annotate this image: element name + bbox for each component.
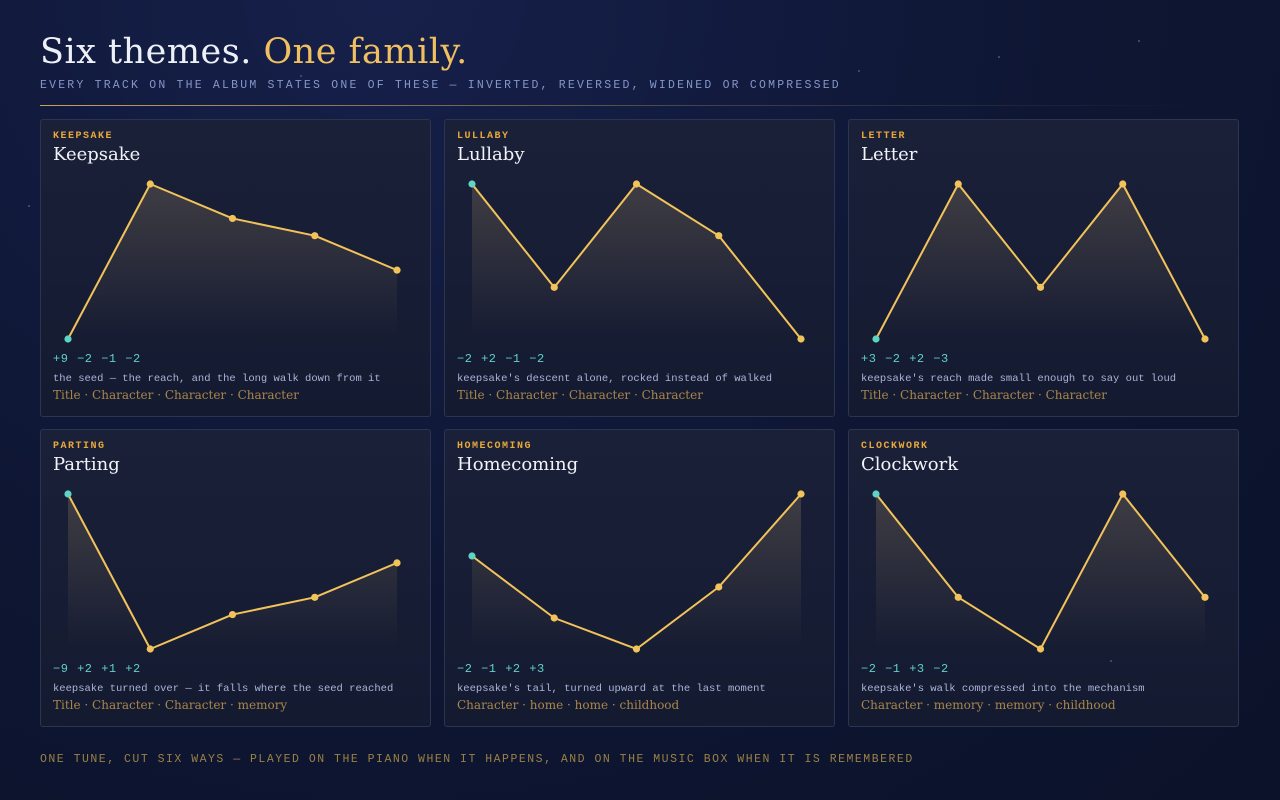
intervals: −2 −1 +3 −2: [861, 662, 949, 676]
contour-point: [715, 583, 723, 591]
contour-chart: [64, 490, 401, 653]
intervals: +3 −2 +2 −3: [861, 352, 949, 366]
contour-chart: [468, 180, 805, 343]
contour-point: [715, 232, 723, 240]
contour-point: [146, 180, 154, 188]
contour-chart: [872, 490, 1209, 653]
contour-point: [1201, 593, 1209, 601]
contour-point: [393, 266, 401, 274]
star: [858, 70, 860, 72]
card-title: Clockwork: [861, 454, 959, 475]
title-accent: One family.: [263, 32, 468, 72]
tags: Title · Character · Character · Characte…: [861, 388, 1107, 402]
contour-point: [311, 232, 319, 240]
description: keepsake's reach made small enough to sa…: [861, 373, 1177, 385]
contour-point: [146, 645, 154, 653]
intervals: +9 −2 −1 −2: [53, 352, 141, 366]
contour-area: [472, 494, 801, 649]
star: [300, 75, 302, 77]
contour-point: [872, 490, 880, 498]
star: [998, 56, 1000, 58]
card-title: Homecoming: [457, 454, 579, 475]
card: LETTER Letter +3 −2 +2 −3 keepsake's reach …: [848, 119, 1239, 417]
description: keepsake's descent alone, rocked instead…: [457, 373, 773, 385]
contour-point: [64, 335, 72, 343]
contour-point: [64, 490, 72, 498]
contour-point: [1036, 283, 1045, 291]
subtitle: EVERY TRACK ON THE ALBUM STATES ONE OF T…: [40, 79, 841, 92]
contour-area: [68, 184, 397, 339]
contour-area: [472, 184, 801, 339]
card-title: Letter: [861, 144, 918, 165]
description: the seed — the reach, and the long walk …: [53, 373, 381, 385]
contour-point: [954, 180, 962, 188]
contour-chart: [64, 180, 401, 343]
contour-point: [632, 645, 641, 653]
card-title: Parting: [53, 454, 120, 475]
footer: ONE TUNE, CUT SIX WAYS — PLAYED ON THE P…: [40, 753, 914, 766]
contour-point: [797, 335, 805, 343]
contour-point: [872, 335, 880, 343]
contour-point: [228, 610, 237, 619]
title-main: Six themes.: [40, 32, 252, 72]
card-label: CLOCKWORK: [861, 441, 929, 452]
contour-point: [550, 283, 558, 291]
intervals: −2 −1 +2 +3: [457, 662, 545, 676]
star: [28, 205, 30, 207]
contour-point: [468, 180, 476, 188]
contour-area: [876, 494, 1205, 649]
card-label: HOMECOMING: [457, 441, 533, 452]
contour-point: [228, 214, 237, 223]
star: [1110, 660, 1112, 662]
contour-point: [954, 593, 962, 601]
contour-point: [1119, 490, 1127, 498]
divider: [40, 105, 1200, 106]
card-title: Lullaby: [457, 144, 525, 165]
intervals: −2 +2 −1 −2: [457, 352, 545, 366]
contour-point: [632, 180, 641, 188]
contour-point: [468, 552, 476, 560]
tags: Title · Character · Character · Characte…: [457, 388, 703, 402]
contour-point: [393, 559, 401, 567]
intervals: −9 +2 +1 +2: [53, 662, 141, 676]
card-label: LULLABY: [457, 131, 510, 142]
description: keepsake's tail, turned upward at the la…: [457, 683, 766, 695]
contour-point: [1036, 645, 1045, 653]
card-label: LETTER: [861, 131, 907, 142]
contour-chart: [468, 490, 805, 653]
contour-chart: [872, 180, 1209, 343]
card: PARTING Parting −9 +2 +1 +2 keepsake turned…: [40, 429, 431, 727]
tags: Title · Character · Character · memory: [53, 698, 288, 712]
contour-area: [68, 494, 397, 649]
title: Six themes. One family.: [40, 32, 468, 72]
contour-point: [1119, 180, 1127, 188]
card-label: PARTING: [53, 441, 106, 452]
description: keepsake's walk compressed into the mech…: [861, 683, 1145, 695]
tags: Character · home · home · childhood: [457, 698, 680, 712]
contour-point: [797, 490, 805, 498]
contour-point: [1201, 335, 1209, 343]
card: KEEPSAKE Keepsake +9 −2 −1 −2 the seed — th…: [40, 119, 431, 417]
contour-point: [550, 614, 558, 622]
card: LULLABY Lullaby −2 +2 −1 −2 keepsake's desc…: [444, 119, 835, 417]
card-label: KEEPSAKE: [53, 131, 114, 142]
description: keepsake turned over — it falls where th…: [53, 683, 394, 695]
tags: Character · memory · memory · childhood: [861, 698, 1116, 712]
card-title: Keepsake: [53, 144, 141, 165]
card: HOMECOMING Homecoming −2 −1 +2 +3 keepsake'…: [444, 429, 835, 727]
contour-point: [311, 593, 319, 601]
card: CLOCKWORK Clockwork −2 −1 +3 −2 keepsake's …: [848, 429, 1239, 727]
star: [1138, 40, 1140, 42]
tags: Title · Character · Character · Characte…: [53, 388, 299, 402]
contour-area: [876, 184, 1205, 339]
